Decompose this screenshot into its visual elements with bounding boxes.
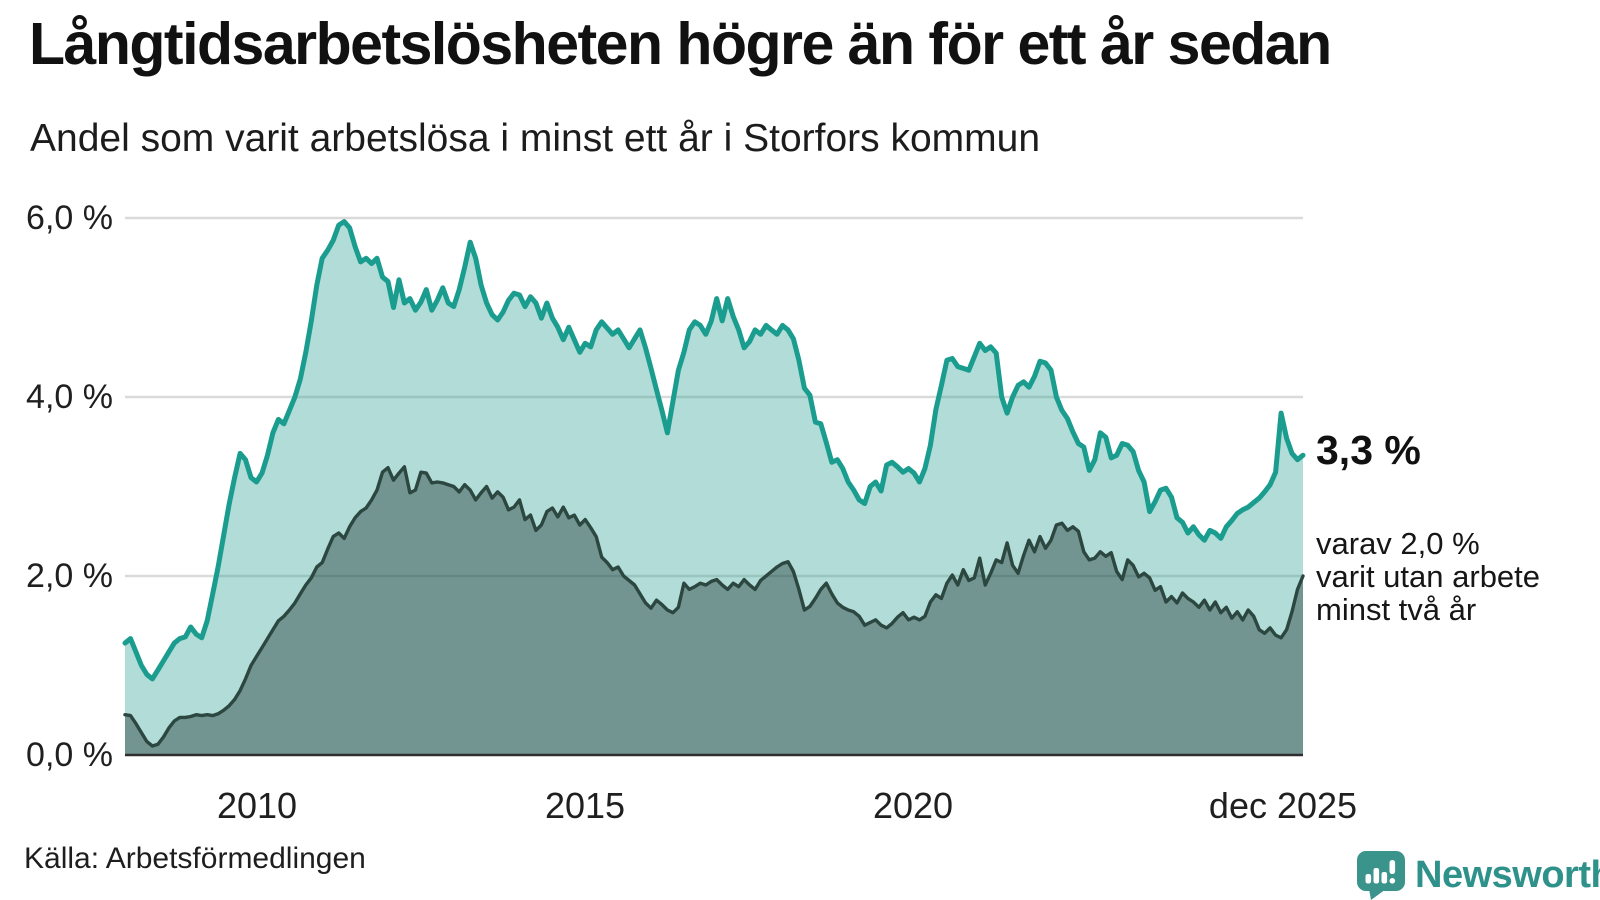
x-tick-2010: 2010 (216, 785, 298, 826)
page-title: Långtidsarbetslösheten högre än för ett … (29, 11, 1332, 77)
line-two-years (123, 465, 1305, 748)
newsworthy-logo[interactable]: Newsworthy (1356, 850, 1600, 900)
line-total-unemployed (122, 219, 1306, 682)
y-tick-6: 6,0 % (26, 199, 113, 237)
page-subtitle: Andel som varit arbetslösa i minst ett å… (30, 117, 1041, 160)
x-tick-dec2025: dec 2025 (1208, 785, 1358, 826)
latest-value-label: 3,3 % (1316, 427, 1421, 473)
two-year-annotation-line1: varav 2,0 % (1316, 526, 1480, 561)
logo-wordmark: Newsworthy (1415, 853, 1600, 896)
x-tick-2015: 2015 (544, 785, 626, 826)
area-two-years (125, 466, 1303, 755)
y-tick-0: 0,0 % (26, 736, 113, 774)
two-year-annotation-line3: minst två år (1316, 592, 1477, 628)
y-tick-2: 2,0 % (26, 557, 113, 595)
area-total-unemployed (125, 221, 1303, 756)
logo-bubble-chart-icon (1357, 851, 1405, 900)
gridlines (125, 216, 1303, 578)
y-tick-4: 4,0 % (26, 378, 113, 416)
two-year-annotation-line2: varit utan arbete (1316, 559, 1541, 595)
source-note: Källa: Arbetsförmedlingen (24, 842, 366, 875)
x-tick-2020: 2020 (872, 785, 954, 826)
two-year-annotation: varav 2,0 % varit utan arbete minst två … (1316, 526, 1541, 628)
